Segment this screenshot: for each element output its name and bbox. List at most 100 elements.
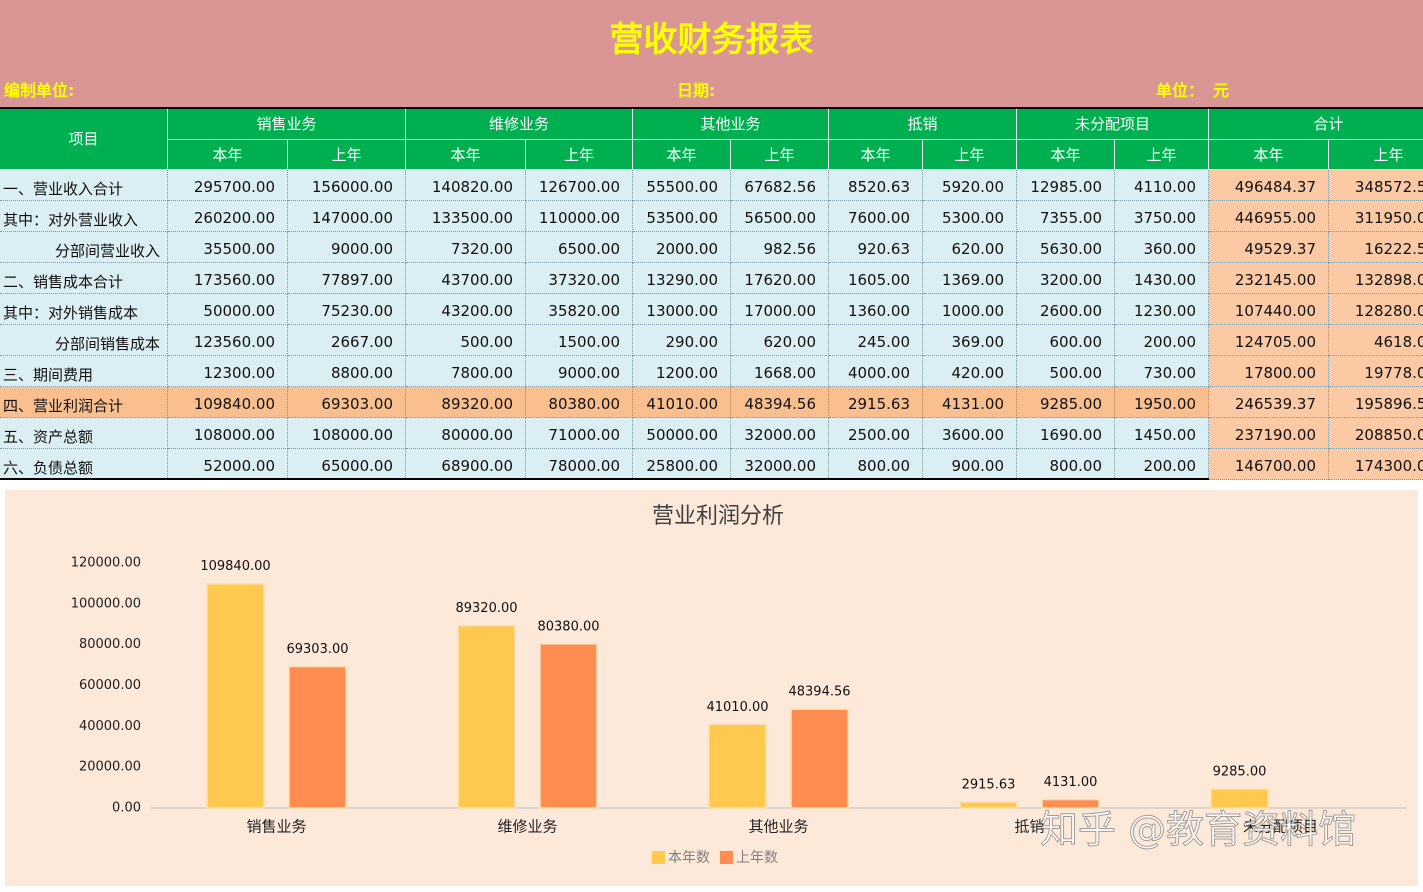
data-cell: 49529.37 [1209, 232, 1329, 263]
data-cell: 3200.00 [1017, 263, 1115, 294]
row-label: 其中：对外销售成本 [0, 294, 168, 325]
data-cell: 208850.00 [1329, 418, 1423, 449]
legend-label: 本年数 [668, 850, 710, 866]
data-cell: 7600.00 [829, 201, 923, 232]
data-cell: 126700.00 [526, 170, 633, 201]
data-cell: 1950.00 [1115, 387, 1209, 418]
bar [1041, 798, 1100, 809]
legend-swatch [652, 851, 665, 864]
data-cell: 3750.00 [1115, 201, 1209, 232]
data-cell: 19778.00 [1329, 356, 1423, 387]
data-label: 41010.00 [706, 700, 768, 715]
data-cell: 2667.00 [288, 325, 406, 356]
data-cell: 5300.00 [923, 201, 1017, 232]
data-cell: 12300.00 [168, 356, 288, 387]
data-cell: 420.00 [923, 356, 1017, 387]
data-cell: 4618.00 [1329, 325, 1423, 356]
data-cell: 200.00 [1115, 325, 1209, 356]
row-label: 三、期间费用 [0, 356, 168, 387]
data-cell: 500.00 [1017, 356, 1115, 387]
bar [790, 708, 849, 809]
x-tick-label: 未分配项目 [1243, 818, 1318, 836]
data-cell: 32000.00 [731, 418, 829, 449]
data-cell: 5920.00 [923, 170, 1017, 201]
row-label: 五、资产总额 [0, 418, 168, 449]
data-cell: 53500.00 [633, 201, 731, 232]
y-tick-label: 80000.00 [79, 637, 141, 652]
data-cell: 128280.00 [1329, 294, 1423, 325]
sub-header: 本年 [633, 140, 731, 170]
row-label: 其中：对外营业收入 [0, 201, 168, 232]
table-rule [0, 107, 1423, 109]
data-cell: 124705.00 [1209, 325, 1329, 356]
report-table: 项目 销售业务 维修业务 其他业务 抵销 未分配项目 合计 本年 上年 本年 上年 本年 上年 本年 上年本… [0, 107, 1423, 487]
sub-header: 本年 [1017, 140, 1115, 170]
data-cell: 246539.37 [1209, 387, 1329, 418]
data-cell: 41010.00 [633, 387, 731, 418]
data-cell: 1000.00 [923, 294, 1017, 325]
data-cell: 1668.00 [731, 356, 829, 387]
data-cell: 200.00 [1115, 449, 1209, 480]
sub-header: 本年 [1209, 140, 1329, 170]
y-tick-label: 100000.00 [71, 596, 141, 611]
data-cell: 2915.63 [829, 387, 923, 418]
data-cell: 132898.00 [1329, 263, 1423, 294]
sub-header: 上年 [1329, 140, 1423, 170]
data-cell: 110000.00 [526, 201, 633, 232]
bar [206, 582, 265, 809]
data-cell: 89320.00 [406, 387, 526, 418]
data-cell: 107440.00 [1209, 294, 1329, 325]
data-cell: 446955.00 [1209, 201, 1329, 232]
data-cell: 7320.00 [406, 232, 526, 263]
data-label: 89320.00 [455, 601, 517, 616]
table-rule [0, 478, 1209, 480]
data-cell: 4131.00 [923, 387, 1017, 418]
data-cell: 1200.00 [633, 356, 731, 387]
data-cell: 32000.00 [731, 449, 829, 480]
data-cell: 71000.00 [526, 418, 633, 449]
data-cell: 620.00 [923, 232, 1017, 263]
y-tick-label: 0.00 [112, 801, 141, 816]
bar [959, 801, 1018, 809]
data-cell: 1500.00 [526, 325, 633, 356]
data-cell: 108000.00 [288, 418, 406, 449]
sub-header: 上年 [288, 140, 406, 170]
data-cell: 173560.00 [168, 263, 288, 294]
data-cell: 4000.00 [829, 356, 923, 387]
header-group: 合计 [1209, 109, 1423, 140]
data-cell: 600.00 [1017, 325, 1115, 356]
data-cell: 48394.56 [731, 387, 829, 418]
data-cell: 348572.56 [1329, 170, 1423, 201]
data-cell: 156000.00 [288, 170, 406, 201]
data-cell: 360.00 [1115, 232, 1209, 263]
data-cell: 2500.00 [829, 418, 923, 449]
data-cell: 1369.00 [923, 263, 1017, 294]
header-group: 抵销 [829, 109, 1017, 140]
x-tick-label: 销售业务 [246, 818, 306, 836]
data-cell: 108000.00 [168, 418, 288, 449]
sub-header: 上年 [731, 140, 829, 170]
data-cell: 75230.00 [288, 294, 406, 325]
data-cell: 2000.00 [633, 232, 731, 263]
data-cell: 174300.00 [1329, 449, 1423, 480]
y-tick-label: 60000.00 [79, 678, 141, 693]
data-cell: 245.00 [829, 325, 923, 356]
data-cell: 1360.00 [829, 294, 923, 325]
data-cell: 35500.00 [168, 232, 288, 263]
sub-header: 本年 [406, 140, 526, 170]
data-cell: 295700.00 [168, 170, 288, 201]
header-group: 其他业务 [633, 109, 829, 140]
data-cell: 1230.00 [1115, 294, 1209, 325]
row-label: 一、营业收入合计 [0, 170, 168, 201]
data-cell: 43700.00 [406, 263, 526, 294]
data-cell: 8800.00 [288, 356, 406, 387]
header-cell: 项目 [0, 109, 168, 170]
data-cell: 311950.00 [1329, 201, 1423, 232]
data-cell: 982.56 [731, 232, 829, 263]
data-cell: 9285.00 [1017, 387, 1115, 418]
data-cell: 80380.00 [526, 387, 633, 418]
bar [539, 643, 598, 809]
data-cell: 8520.63 [829, 170, 923, 201]
